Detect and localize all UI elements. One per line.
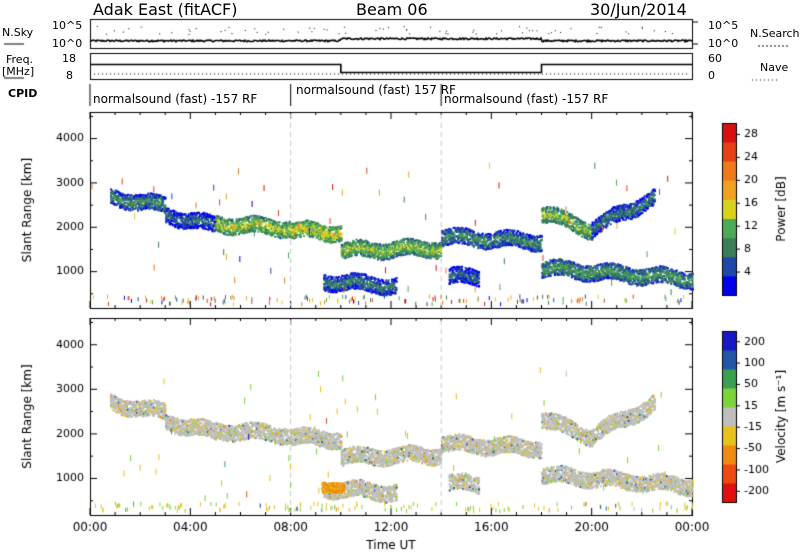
nsearch-label: N.Search [750, 27, 800, 40]
nave-tick-bottom: 0 [708, 69, 715, 82]
nsky-tick-bottom: 10^0 [52, 37, 83, 50]
nave-label: Nave [760, 61, 789, 74]
cpid-segment-1: normalsound (fast) -157 RF [93, 92, 258, 106]
freq-unit-label: [MHz] [2, 65, 35, 78]
cpid-segment-3: normalsound (fast) -157 RF [444, 92, 609, 106]
freq-label: Freq. [6, 53, 34, 66]
cpid-label: CPID [8, 87, 38, 100]
nsky-label: N.Sky [2, 26, 34, 39]
nsearch-tick-bottom: 10^0 [708, 37, 739, 50]
station-title: Adak East (fitACF) [93, 0, 238, 19]
date-title: 30/Jun/2014 [590, 0, 687, 19]
nave-tick-top: 60 [708, 52, 722, 65]
freq-tick-bottom: 8 [66, 69, 73, 82]
nsky-tick-top: 10^5 [52, 19, 83, 32]
freq-tick-top: 18 [62, 52, 76, 65]
cpid-segment-2: normalsound (fast) 157 RF [296, 83, 456, 97]
nsearch-tick-top: 10^5 [708, 19, 739, 32]
beam-title: Beam 06 [356, 0, 428, 19]
